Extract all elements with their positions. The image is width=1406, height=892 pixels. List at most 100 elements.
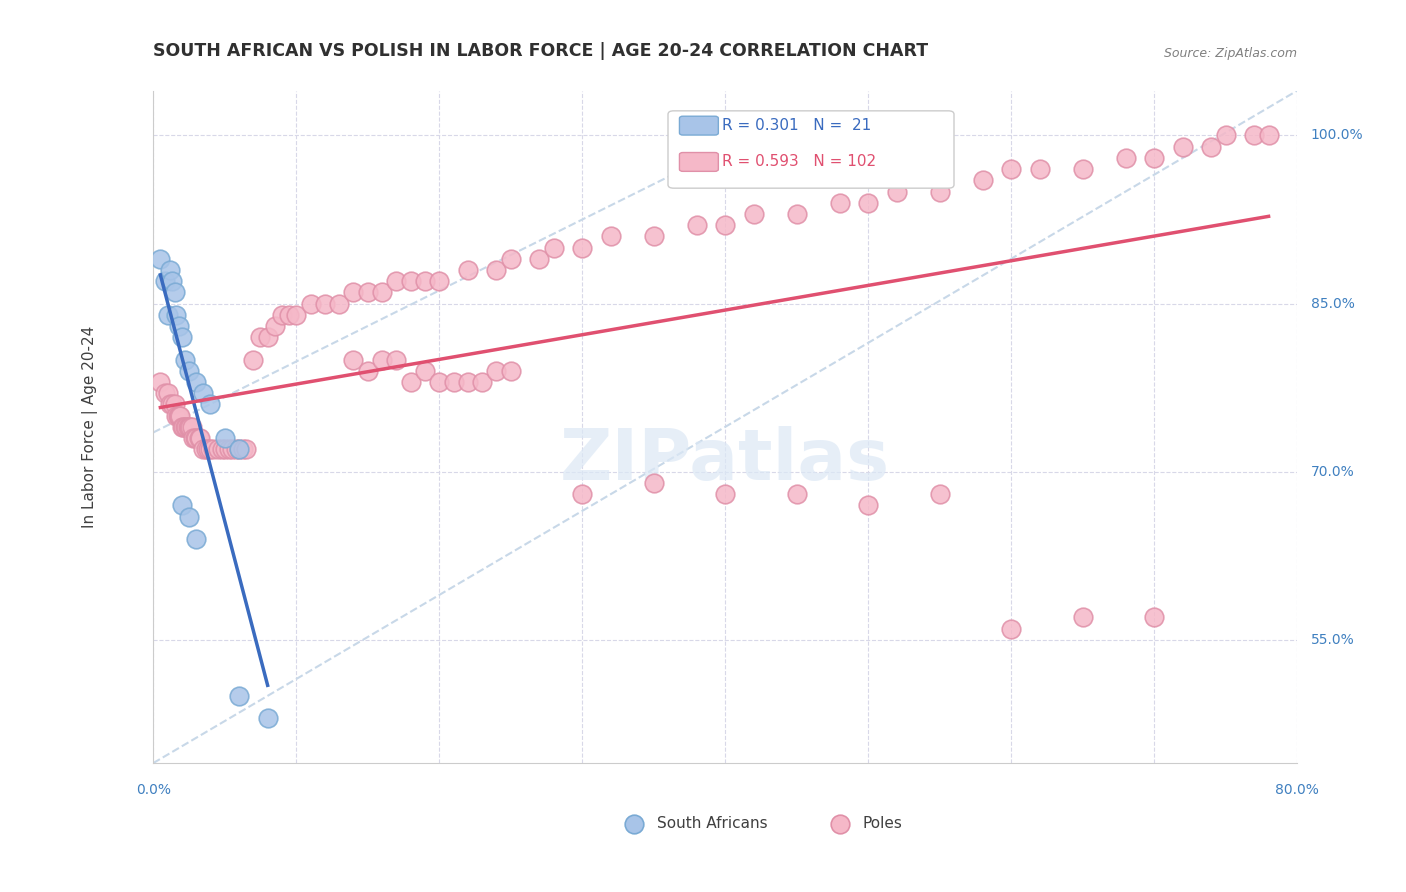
- Point: [357, 364, 380, 378]
- Point: [499, 252, 522, 266]
- Point: [170, 330, 193, 344]
- Point: [427, 375, 450, 389]
- Point: [176, 420, 198, 434]
- Point: [1029, 162, 1052, 177]
- Point: [314, 296, 336, 310]
- Text: R = 0.301   N =  21: R = 0.301 N = 21: [721, 118, 872, 133]
- Point: [202, 442, 225, 457]
- Text: SOUTH AFRICAN VS POLISH IN LABOR FORCE | AGE 20-24 CORRELATION CHART: SOUTH AFRICAN VS POLISH IN LABOR FORCE |…: [153, 43, 928, 61]
- Point: [156, 308, 179, 322]
- Point: [1257, 128, 1279, 143]
- Point: [228, 442, 250, 457]
- Point: [886, 185, 908, 199]
- Point: [173, 352, 195, 367]
- Point: [1215, 128, 1237, 143]
- Point: [167, 409, 190, 423]
- Point: [1143, 610, 1166, 624]
- Point: [163, 397, 186, 411]
- Point: [443, 375, 465, 389]
- Point: [427, 274, 450, 288]
- Point: [193, 442, 215, 457]
- Point: [413, 364, 436, 378]
- Point: [278, 308, 301, 322]
- Point: [543, 241, 565, 255]
- Text: 80.0%: 80.0%: [1275, 783, 1319, 797]
- Point: [160, 397, 183, 411]
- Text: Poles: Poles: [862, 816, 903, 831]
- Point: [399, 274, 422, 288]
- Point: [399, 375, 422, 389]
- Text: In Labor Force | Age 20-24: In Labor Force | Age 20-24: [83, 326, 98, 528]
- Point: [1115, 151, 1137, 165]
- Point: [485, 263, 508, 277]
- Point: [263, 318, 285, 333]
- Point: [457, 375, 479, 389]
- Text: 85.0%: 85.0%: [1310, 297, 1355, 310]
- Point: [599, 229, 621, 244]
- Point: [218, 442, 240, 457]
- Point: [188, 431, 211, 445]
- Point: [485, 364, 508, 378]
- Point: [190, 431, 212, 445]
- Text: ZIPatlas: ZIPatlas: [560, 426, 890, 495]
- Point: [256, 330, 278, 344]
- Point: [1243, 128, 1265, 143]
- Point: [928, 185, 950, 199]
- Point: [169, 409, 191, 423]
- Point: [193, 386, 215, 401]
- Point: [235, 442, 257, 457]
- Point: [149, 375, 172, 389]
- Point: [165, 308, 187, 322]
- Text: 70.0%: 70.0%: [1310, 465, 1354, 479]
- FancyBboxPatch shape: [668, 111, 955, 188]
- Point: [271, 308, 294, 322]
- Point: [249, 330, 271, 344]
- Point: [856, 195, 879, 210]
- Point: [177, 420, 200, 434]
- Point: [149, 252, 172, 266]
- Text: R = 0.593   N = 102: R = 0.593 N = 102: [721, 154, 876, 169]
- Point: [173, 420, 195, 434]
- Text: 100.0%: 100.0%: [1310, 128, 1364, 143]
- Point: [786, 487, 808, 501]
- Point: [167, 318, 190, 333]
- Point: [714, 218, 737, 232]
- Point: [643, 229, 665, 244]
- Point: [1000, 622, 1022, 636]
- Point: [228, 442, 250, 457]
- Point: [177, 364, 200, 378]
- Point: [197, 442, 219, 457]
- Point: [457, 263, 479, 277]
- Point: [156, 386, 179, 401]
- Point: [342, 285, 364, 300]
- Point: [179, 420, 201, 434]
- Point: [1171, 139, 1194, 153]
- Point: [714, 487, 737, 501]
- Point: [184, 532, 207, 546]
- Point: [228, 689, 250, 703]
- Point: [328, 296, 350, 310]
- Point: [214, 442, 236, 457]
- Point: [357, 285, 380, 300]
- Point: [529, 252, 551, 266]
- Point: [1071, 610, 1094, 624]
- Point: [221, 442, 243, 457]
- Point: [471, 375, 494, 389]
- Point: [256, 711, 278, 725]
- Point: [177, 509, 200, 524]
- Point: [928, 487, 950, 501]
- Point: [232, 442, 254, 457]
- Point: [225, 442, 247, 457]
- Point: [181, 431, 204, 445]
- Point: [786, 207, 808, 221]
- Point: [1201, 139, 1223, 153]
- Point: [200, 397, 222, 411]
- Point: [342, 352, 364, 367]
- Point: [174, 420, 197, 434]
- Point: [828, 195, 851, 210]
- Text: 0.0%: 0.0%: [136, 783, 170, 797]
- Text: South Africans: South Africans: [657, 816, 768, 831]
- Point: [1000, 162, 1022, 177]
- Point: [160, 274, 183, 288]
- Point: [856, 499, 879, 513]
